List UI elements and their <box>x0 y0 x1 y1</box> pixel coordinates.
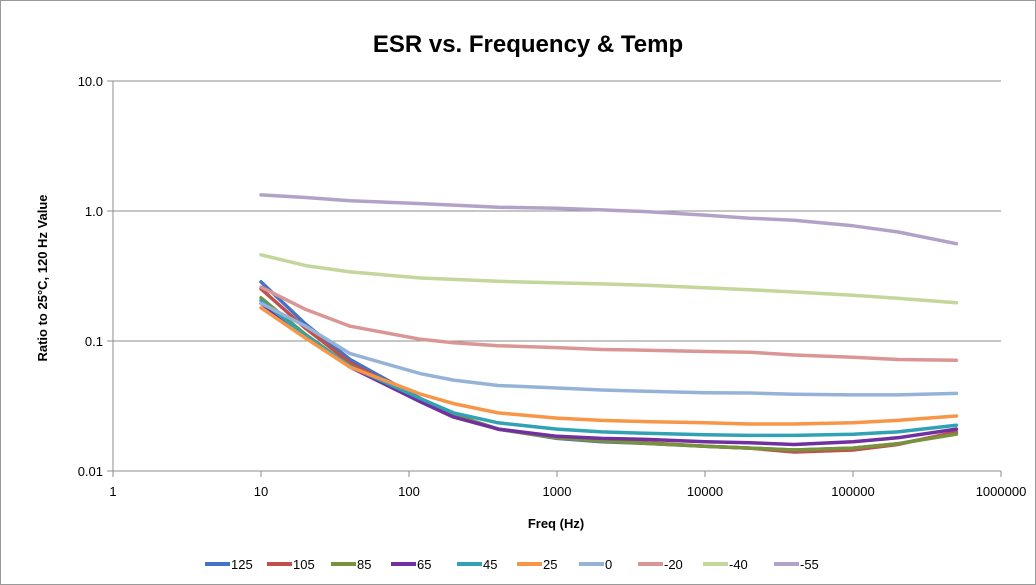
legend-label--55: -55 <box>800 557 819 572</box>
legend-label-45: 45 <box>483 557 497 572</box>
legend-label-65: 65 <box>417 557 431 572</box>
chart-title: ESR vs. Frequency & Temp <box>373 31 683 58</box>
legend-label-0: 0 <box>605 557 612 572</box>
series-line--55 <box>259 193 959 246</box>
legend: 125 105 85 65 45 25 0 -20 -40 -55 <box>205 557 819 572</box>
x-tick-label: 100000 <box>831 484 874 499</box>
axes <box>107 80 1002 477</box>
series-line-25 <box>259 306 959 426</box>
x-tick-label: 1000000 <box>976 484 1027 499</box>
legend-label-125: 125 <box>231 557 253 572</box>
legend-label-105: 105 <box>293 557 315 572</box>
series-line--40 <box>259 253 959 305</box>
gridlines <box>113 80 1001 472</box>
series-line-0 <box>259 301 959 397</box>
y-tick-label: 1.0 <box>85 204 103 219</box>
series-line--20 <box>259 285 959 363</box>
x-tick-label: 1 <box>109 484 116 499</box>
series-lines <box>259 193 959 454</box>
series-line-125 <box>259 280 959 452</box>
legend-label-25: 25 <box>543 557 557 572</box>
x-tick-label: 1000 <box>543 484 572 499</box>
x-tick-label: 10000 <box>687 484 723 499</box>
y-tick-label: 0.1 <box>85 334 103 349</box>
tick-labels: 0.01 0.1 1.0 10.0 1 10 100 1000 10000 100000 10000… <box>78 74 1027 499</box>
legend-label--20: -20 <box>664 557 683 572</box>
series-line-105 <box>259 287 959 454</box>
x-axis-title: Freq (Hz) <box>528 516 584 531</box>
legend-label-85: 85 <box>357 557 371 572</box>
y-tick-label: 10.0 <box>78 74 103 89</box>
x-tick-label: 10 <box>254 484 268 499</box>
y-axis-title: Ratio to 25°C, 120 Hz Value <box>35 194 50 361</box>
legend-label--40: -40 <box>729 557 748 572</box>
y-tick-label: 0.01 <box>78 464 103 479</box>
x-tick-label: 100 <box>398 484 420 499</box>
